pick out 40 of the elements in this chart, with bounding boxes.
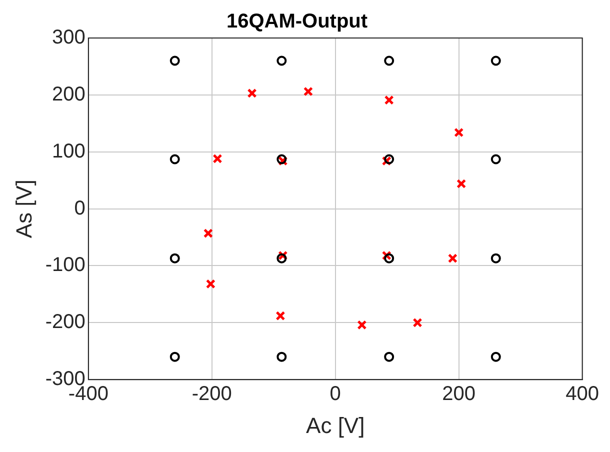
y-tick-label: 0 (74, 197, 86, 220)
y-tick-label: 100 (52, 140, 86, 162)
point (170, 352, 180, 362)
point (490, 352, 501, 362)
point (384, 253, 394, 264)
point (490, 56, 501, 66)
point (384, 154, 394, 164)
point (384, 95, 394, 105)
point (357, 320, 367, 330)
point (170, 154, 180, 164)
y-tick-label: 300 (52, 26, 86, 49)
x-axis-title: Ac [V] (306, 412, 365, 438)
point (247, 88, 257, 98)
point (203, 228, 213, 238)
y-axis-title: As [V] (11, 179, 36, 238)
y-tick-label: 200 (52, 83, 86, 106)
point (448, 254, 458, 264)
point (170, 253, 180, 264)
point (490, 253, 501, 264)
y-tick-label: -200 (45, 311, 86, 334)
point (303, 86, 313, 96)
chart-title: 16QAM-Output (226, 10, 368, 33)
x-tick-label: -200 (192, 383, 232, 406)
point (454, 128, 464, 138)
point (212, 154, 222, 164)
point (206, 279, 216, 289)
point (384, 56, 394, 66)
point (456, 178, 466, 189)
point (412, 318, 422, 328)
x-tick-label: 400 (566, 383, 600, 406)
y-tick-label: -100 (45, 254, 86, 276)
x-tick-label: 200 (442, 383, 476, 406)
point (276, 253, 287, 264)
point (490, 154, 501, 164)
x-tick-label: 0 (330, 383, 341, 406)
point (170, 56, 180, 66)
point (276, 311, 286, 321)
point (276, 56, 287, 66)
point (384, 352, 394, 362)
point (276, 352, 287, 362)
